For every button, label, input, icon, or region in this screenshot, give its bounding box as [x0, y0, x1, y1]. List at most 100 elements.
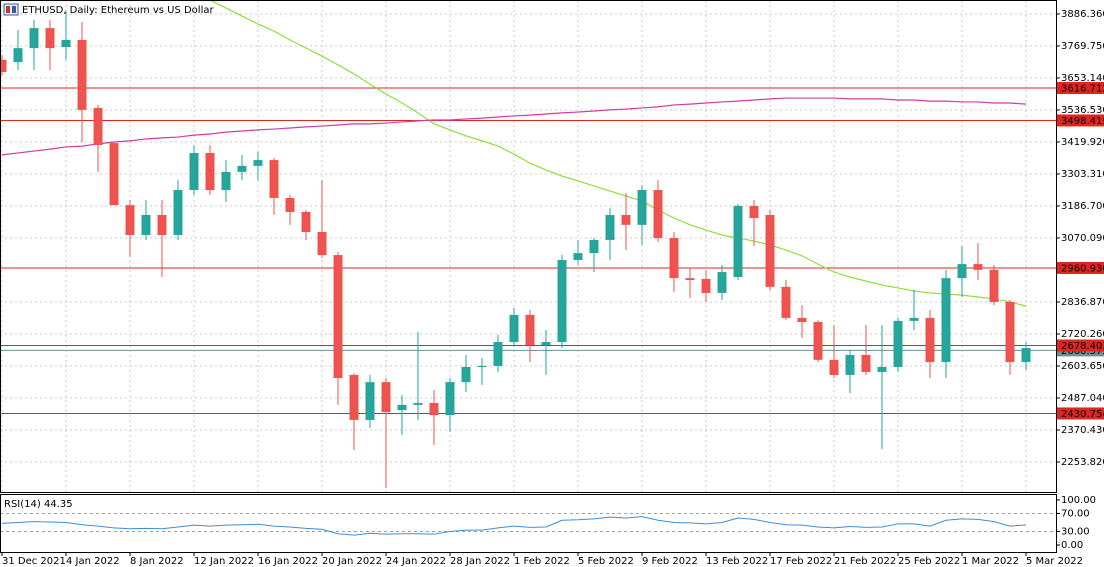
- candle-body: [765, 214, 775, 287]
- candle-body: [877, 367, 887, 372]
- candle-body: [141, 214, 151, 236]
- x-tick-label: 9 Feb 2022: [642, 556, 698, 567]
- candle-body: [557, 259, 567, 343]
- candle-body: [189, 152, 199, 191]
- rsi-pane-frame: [0, 494, 1057, 553]
- candle-body: [797, 317, 807, 322]
- price-pane-frame: [0, 0, 1057, 493]
- candle-body: [285, 197, 295, 212]
- candle-body: [445, 382, 455, 416]
- candle-body: [669, 238, 679, 279]
- candle-body: [317, 231, 327, 256]
- level-label: 3498.419: [1061, 116, 1104, 127]
- rsi-pane: [0, 512, 1056, 536]
- level-label: 2678.403: [1061, 341, 1104, 352]
- candle-body: [381, 382, 391, 413]
- y-tick-label: 2603.650: [1061, 361, 1104, 372]
- y-tick-label: 3886.360: [1061, 9, 1104, 20]
- candle-body: [13, 48, 23, 63]
- candle-body: [61, 39, 71, 48]
- candle-body: [605, 214, 615, 240]
- candle-body: [781, 286, 791, 318]
- y-tick-label: 3536.530: [1061, 105, 1104, 116]
- candle-body: [93, 107, 103, 146]
- candle-body: [637, 190, 647, 225]
- candle-body: [541, 342, 551, 346]
- y-tick-label: 70.00: [1061, 508, 1090, 519]
- y-tick-label: 3186.700: [1061, 201, 1104, 212]
- candle-body: [45, 28, 55, 49]
- x-tick-label: 1 Mar 2022: [962, 556, 1019, 567]
- candle-body: [397, 404, 407, 411]
- y-tick-label: 2836.870: [1061, 297, 1104, 308]
- candle-body: [621, 214, 631, 225]
- y-tick-label: 3769.750: [1061, 41, 1104, 52]
- moving-average: [209, 0, 1027, 307]
- x-tick-label: 31 Dec 2021: [2, 556, 66, 567]
- candle-body: [845, 354, 855, 375]
- candle-body: [957, 264, 967, 279]
- candle-body: [1021, 348, 1031, 363]
- x-tick-label: 4 Jan 2022: [66, 556, 120, 567]
- y-tick-label: 2487.040: [1061, 393, 1104, 404]
- candle-body: [173, 190, 183, 236]
- candle-body: [989, 269, 999, 302]
- candle-body: [573, 253, 583, 260]
- candle-body: [109, 143, 119, 206]
- y-tick-label: 3419.920: [1061, 137, 1104, 148]
- x-tick-label: 24 Jan 2022: [386, 556, 446, 567]
- price-pane: [0, 0, 1056, 492]
- x-tick-label: 12 Jan 2022: [194, 556, 254, 567]
- rsi-title: RSI(14) 44.35: [4, 499, 73, 510]
- candle-body: [29, 28, 39, 49]
- candle-body: [589, 239, 599, 254]
- x-tick-label: 20 Jan 2022: [322, 556, 382, 567]
- candle-body: [493, 342, 503, 366]
- x-tick-label: 25 Feb 2022: [898, 556, 960, 567]
- candle-body: [509, 314, 519, 343]
- candle-body: [909, 317, 919, 321]
- candle-body: [205, 152, 215, 191]
- candle-body: [733, 205, 743, 277]
- y-tick-label: 30.00: [1061, 526, 1090, 537]
- level-label-box: [1057, 114, 1104, 127]
- candle-body: [333, 255, 343, 378]
- x-tick-label: 17 Feb 2022: [770, 556, 832, 567]
- y-tick-label: 2720.260: [1061, 329, 1104, 340]
- candle-body: [125, 205, 135, 236]
- candle-body: [717, 272, 727, 293]
- level-label: 3616.712: [1061, 84, 1104, 95]
- candle-body: [301, 211, 311, 232]
- x-tick-label: 13 Feb 2022: [706, 556, 768, 567]
- candle-body: [685, 278, 695, 281]
- candle-body: [349, 374, 359, 420]
- moving-average: [1, 97, 1027, 156]
- candle-body: [749, 205, 759, 218]
- level-label-box: [1057, 407, 1104, 420]
- y-tick-label: 2370.430: [1061, 425, 1104, 436]
- x-tick-label: 28 Jan 2022: [450, 556, 510, 567]
- x-tick-label: 1 Feb 2022: [514, 556, 570, 567]
- x-tick-label: 16 Jan 2022: [258, 556, 318, 567]
- candle-body: [477, 365, 487, 368]
- rsi-line: [1, 516, 1027, 536]
- x-tick-label: 5 Feb 2022: [578, 556, 634, 567]
- y-tick-label: 0.00: [1061, 540, 1083, 551]
- level-label: 2960.930: [1061, 263, 1104, 274]
- candle-body: [269, 160, 279, 198]
- level-label-box: [1057, 339, 1104, 352]
- candle-body: [221, 171, 231, 191]
- candle-body: [973, 264, 983, 270]
- candle-body: [461, 367, 471, 383]
- candle-body: [237, 165, 247, 172]
- candle-body: [813, 321, 823, 360]
- x-tick-label: 5 Mar 2022: [1026, 556, 1083, 567]
- candle-body: [157, 214, 167, 236]
- candle-body: [413, 402, 423, 405]
- level-label-box: [1057, 82, 1104, 95]
- y-tick-label: 3303.310: [1061, 169, 1104, 180]
- candle-body: [525, 314, 535, 346]
